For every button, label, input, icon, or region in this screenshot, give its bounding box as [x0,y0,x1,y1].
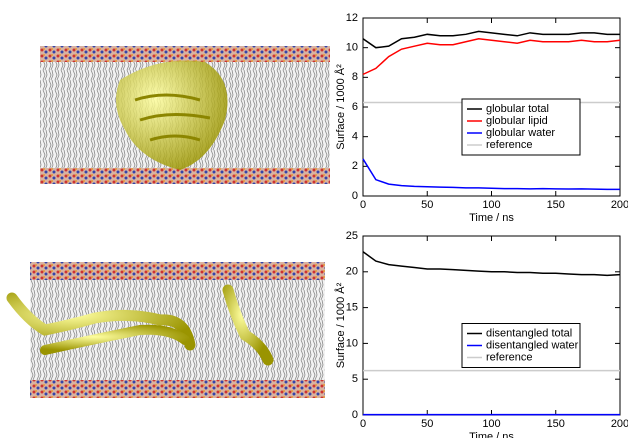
x-tick-label: 150 [547,199,565,211]
y-tick-label: 10 [346,337,358,349]
membrane-image-top [40,46,330,184]
x-tick-label: 0 [360,418,366,430]
legend-label: globular water [486,127,555,139]
legend-label: reference [486,139,532,151]
y-tick-label: 10 [346,42,358,54]
x-tick-label: 100 [482,199,500,211]
legend-label: reference [486,351,532,363]
legend-label: disentangled water [486,339,579,351]
y-tick-label: 20 [346,266,358,278]
y-tick-label: 2 [352,160,358,172]
legend-box [461,323,581,368]
x-tick-label: 100 [482,418,500,430]
y-tick-label: 6 [352,101,358,113]
x-tick-label: 200 [611,418,628,430]
y-tick-label: 0 [352,190,358,202]
series-line [362,158,620,191]
legend-label: globular total [486,103,549,115]
y-tick-label: 4 [352,131,358,143]
y-tick-label: 25 [346,230,358,242]
y-tick-label: 12 [346,12,358,24]
x-tick-label: 50 [421,199,433,211]
y-tick-label: 15 [346,302,358,314]
legend-label: disentangled total [486,327,572,339]
y-tick-label: 5 [352,373,358,385]
x-tick-label: 150 [547,418,565,430]
series-line [362,38,621,76]
x-axis-label: Time / ns [469,212,514,224]
x-tick-label: 50 [421,418,433,430]
x-tick-label: 0 [360,199,366,211]
membrane-image-bottom [6,262,325,398]
series-line [362,251,621,277]
y-tick-label: 8 [352,71,358,83]
y-tick-label: 0 [352,409,358,421]
y-axis-label: Surface / 1000 Å² [334,282,347,368]
series-line [362,30,620,49]
legend-label: globular lipid [486,115,548,127]
x-tick-label: 200 [611,199,628,211]
y-axis-label: Surface / 1000 Å² [334,64,347,150]
x-axis-label: Time / ns [469,431,514,438]
